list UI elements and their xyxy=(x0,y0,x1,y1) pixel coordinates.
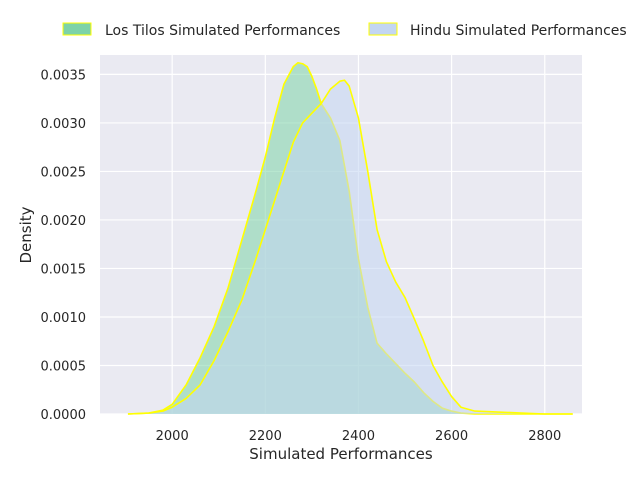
x-axis-label: Simulated Performances xyxy=(249,445,433,463)
legend-swatch-los-tilos xyxy=(62,22,92,36)
x-tick-label: 2000 xyxy=(156,429,189,444)
x-tick-label: 2200 xyxy=(249,429,282,444)
x-tick-label: 2600 xyxy=(435,429,468,444)
x-tick-label: 2400 xyxy=(342,429,375,444)
y-tick-label: 0.0025 xyxy=(41,165,87,180)
x-axis-ticks: 2000 2200 2400 2600 2800 xyxy=(156,429,562,444)
y-tick-label: 0.0000 xyxy=(41,408,87,423)
x-tick-label: 2800 xyxy=(528,429,561,444)
y-tick-label: 0.0015 xyxy=(41,262,87,277)
y-axis-label: Density xyxy=(17,206,35,263)
y-tick-label: 0.0005 xyxy=(41,359,87,374)
y-tick-label: 0.0030 xyxy=(41,117,87,132)
y-tick-label: 0.0020 xyxy=(41,214,87,229)
y-tick-label: 0.0035 xyxy=(41,68,87,83)
y-axis-ticks: 0.0000 0.0005 0.0010 0.0015 0.0020 0.0025 0.00… xyxy=(41,68,87,423)
series-line-1 xyxy=(127,79,573,415)
y-tick-label: 0.0010 xyxy=(41,311,87,326)
legend-label-los-tilos: Los Tilos Simulated Performances xyxy=(105,23,340,39)
series-area-1 xyxy=(127,80,573,414)
legend-swatch-hindu xyxy=(368,22,398,36)
legend-label-hindu: Hindu Simulated Performances xyxy=(410,23,627,39)
series-layer xyxy=(127,61,573,415)
legend: Los Tilos Simulated Performances Hindu S… xyxy=(62,22,627,39)
